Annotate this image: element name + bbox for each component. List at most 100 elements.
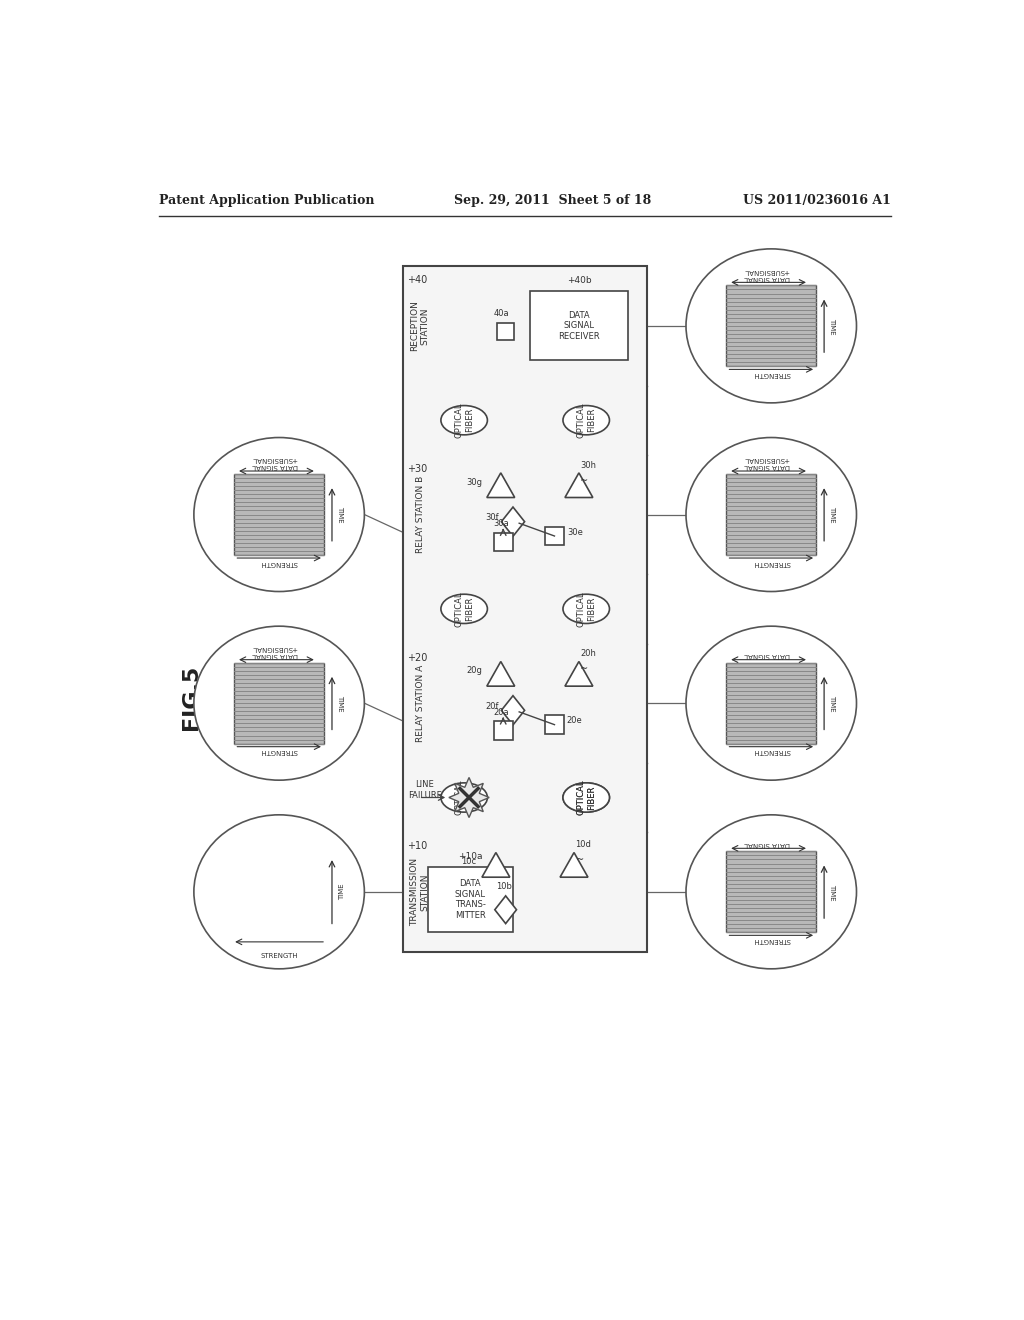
Text: STRENGTH: STRENGTH bbox=[260, 560, 298, 565]
Bar bbox=[545, 715, 564, 734]
Text: STRENGTH: STRENGTH bbox=[753, 371, 791, 378]
Text: RECEPTION
STATION: RECEPTION STATION bbox=[411, 301, 430, 351]
Ellipse shape bbox=[686, 249, 856, 403]
Ellipse shape bbox=[686, 437, 856, 591]
Text: +30: +30 bbox=[407, 465, 427, 474]
Text: STRENGTH: STRENGTH bbox=[753, 937, 791, 942]
Text: RELAY STATION B: RELAY STATION B bbox=[416, 477, 425, 553]
Text: 20a: 20a bbox=[494, 708, 510, 717]
Polygon shape bbox=[486, 473, 515, 498]
Text: 30a: 30a bbox=[494, 519, 510, 528]
Polygon shape bbox=[482, 853, 510, 878]
Text: TIME: TIME bbox=[829, 318, 836, 334]
Bar bbox=[494, 722, 513, 741]
Text: DATA SIGNAL
+SUBSIGNAL: DATA SIGNAL +SUBSIGNAL bbox=[743, 457, 790, 470]
Text: ~: ~ bbox=[581, 664, 589, 675]
Bar bbox=[497, 323, 514, 341]
Text: 30f: 30f bbox=[485, 513, 499, 523]
Text: DATA SIGNAL
+SUBSIGNAL: DATA SIGNAL +SUBSIGNAL bbox=[252, 645, 298, 659]
Polygon shape bbox=[565, 661, 593, 686]
Text: STRENGTH: STRENGTH bbox=[260, 953, 298, 960]
Polygon shape bbox=[449, 777, 489, 817]
Ellipse shape bbox=[563, 405, 609, 434]
Ellipse shape bbox=[194, 437, 365, 591]
Text: RELAY STATION A: RELAY STATION A bbox=[416, 664, 425, 742]
Text: 20f: 20f bbox=[485, 702, 499, 711]
Ellipse shape bbox=[441, 783, 487, 812]
Text: OPTICAL
FIBER: OPTICAL FIBER bbox=[455, 780, 474, 816]
Text: Sep. 29, 2011  Sheet 5 of 18: Sep. 29, 2011 Sheet 5 of 18 bbox=[454, 194, 650, 207]
Ellipse shape bbox=[563, 594, 609, 623]
Text: LINE
FAILURE: LINE FAILURE bbox=[408, 780, 442, 800]
Text: STRENGTH: STRENGTH bbox=[753, 748, 791, 754]
Text: 10d: 10d bbox=[575, 841, 592, 850]
Text: 30h: 30h bbox=[581, 461, 596, 470]
Text: STRENGTH: STRENGTH bbox=[753, 560, 791, 565]
Text: 10c: 10c bbox=[462, 857, 476, 866]
Text: TIME: TIME bbox=[829, 694, 836, 711]
Polygon shape bbox=[502, 696, 524, 725]
Text: 20g: 20g bbox=[466, 667, 482, 676]
Text: OPTICAL
FIBER: OPTICAL FIBER bbox=[577, 780, 596, 816]
Text: OPTICAL
FIBER: OPTICAL FIBER bbox=[577, 780, 596, 816]
Text: 40a: 40a bbox=[494, 309, 510, 318]
Polygon shape bbox=[502, 507, 524, 536]
Polygon shape bbox=[495, 896, 516, 924]
Text: STRENGTH: STRENGTH bbox=[260, 748, 298, 754]
Bar bbox=[726, 474, 816, 554]
Bar bbox=[726, 851, 816, 932]
Text: 20h: 20h bbox=[581, 649, 596, 659]
Polygon shape bbox=[560, 853, 588, 878]
Text: OPTICAL
FIBER: OPTICAL FIBER bbox=[455, 591, 474, 627]
Bar bbox=[726, 285, 816, 367]
Ellipse shape bbox=[194, 814, 365, 969]
Text: TIME: TIME bbox=[829, 506, 836, 523]
Text: +10a: +10a bbox=[458, 851, 482, 861]
Text: OPTICAL
FIBER: OPTICAL FIBER bbox=[455, 403, 474, 438]
Text: ~: ~ bbox=[581, 475, 589, 486]
Text: +40: +40 bbox=[407, 276, 427, 285]
Text: +10: +10 bbox=[407, 841, 427, 851]
Text: 10b: 10b bbox=[497, 882, 512, 891]
Text: DATA
SIGNAL
RECEIVER: DATA SIGNAL RECEIVER bbox=[558, 312, 600, 341]
Text: ~: ~ bbox=[575, 855, 584, 865]
Bar bbox=[234, 663, 324, 743]
Text: TIME: TIME bbox=[337, 694, 343, 711]
Text: +40b: +40b bbox=[566, 276, 591, 285]
Text: 30e: 30e bbox=[567, 528, 583, 537]
Text: DATA SIGNAL
+SUBSIGNAL: DATA SIGNAL +SUBSIGNAL bbox=[252, 457, 298, 470]
Text: TIME: TIME bbox=[337, 506, 343, 523]
Text: TRANSMISSION
STATION: TRANSMISSION STATION bbox=[411, 858, 430, 925]
Bar bbox=[416, 767, 525, 829]
Text: +20: +20 bbox=[407, 653, 427, 663]
Ellipse shape bbox=[686, 626, 856, 780]
Text: OPTICAL
FIBER: OPTICAL FIBER bbox=[577, 591, 596, 627]
Ellipse shape bbox=[194, 626, 365, 780]
Text: DATA
SIGNAL
TRANS-
MITTER: DATA SIGNAL TRANS- MITTER bbox=[455, 879, 485, 920]
Text: 30g: 30g bbox=[466, 478, 482, 487]
Text: TIME: TIME bbox=[339, 883, 345, 900]
Bar bbox=[494, 533, 513, 552]
Bar bbox=[403, 267, 647, 952]
Ellipse shape bbox=[563, 783, 609, 812]
Text: DATA SIGNAL: DATA SIGNAL bbox=[743, 841, 790, 847]
Ellipse shape bbox=[441, 594, 487, 623]
Ellipse shape bbox=[686, 814, 856, 969]
Bar bbox=[726, 663, 816, 743]
Text: DATA SIGNAL: DATA SIGNAL bbox=[743, 652, 790, 659]
Text: TIME: TIME bbox=[829, 883, 836, 900]
Text: OPTICAL
FIBER: OPTICAL FIBER bbox=[577, 403, 596, 438]
Text: US 2011/0236016 A1: US 2011/0236016 A1 bbox=[742, 194, 891, 207]
Polygon shape bbox=[565, 473, 593, 498]
Ellipse shape bbox=[441, 405, 487, 434]
Bar bbox=[530, 292, 628, 360]
Text: Patent Application Publication: Patent Application Publication bbox=[159, 194, 375, 207]
Bar bbox=[234, 474, 324, 554]
Bar bbox=[428, 867, 513, 932]
Bar bbox=[545, 527, 564, 545]
Polygon shape bbox=[486, 661, 515, 686]
Ellipse shape bbox=[563, 783, 609, 812]
Text: DATA SIGNAL
+SUBSIGNAL: DATA SIGNAL +SUBSIGNAL bbox=[743, 268, 790, 281]
Text: FIG.5: FIG.5 bbox=[180, 665, 201, 730]
Text: 20e: 20e bbox=[567, 717, 583, 725]
